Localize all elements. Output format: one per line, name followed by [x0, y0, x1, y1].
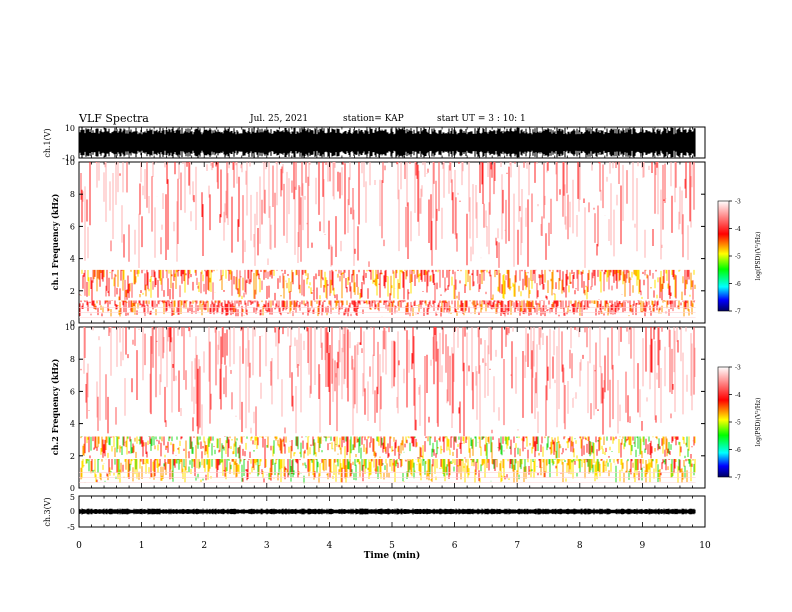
figure-title: VLF Spectra	[79, 112, 149, 125]
ch3-trace	[79, 508, 696, 515]
ch1-freq-label: 2	[70, 287, 75, 296]
ch1-freq-label: 0	[70, 319, 75, 328]
colorbar-tick-label: -7	[735, 309, 741, 316]
colorbar-ch1-label: log(PSD)(V²/Hz)	[755, 232, 762, 281]
ch1-freq-label: 10	[65, 158, 75, 167]
ch2-spec-ylabel: ch.2 Frequency (kHz)	[50, 359, 60, 456]
time-tick-label: 10	[699, 541, 711, 551]
time-axis-ticks: 0 1 2 3 4 5 6 7 8 9 10	[76, 127, 711, 551]
ch1-spec-ylabel: ch.1 Frequency (kHz)	[50, 194, 60, 291]
ch1-freq-ticks: 0 2 4 6 8 10	[65, 158, 705, 328]
time-tick-label: 7	[514, 541, 520, 551]
time-tick-label: 5	[389, 541, 395, 551]
ch1-ytick-bottom: -10	[62, 154, 75, 163]
ch1-freq-label: 6	[70, 222, 75, 231]
ch2-freq-label: 6	[70, 387, 75, 396]
time-tick-label: 9	[640, 541, 646, 551]
station-label: station= KAP	[343, 114, 404, 124]
colorbar-tick-label: -5	[735, 420, 741, 427]
ch1-trace	[79, 127, 696, 158]
ch1-freq-label: 4	[70, 255, 75, 264]
colorbar-ch2-label: log(PSD)(V²/Hz)	[755, 398, 762, 447]
colorbar-tick-label: -6	[735, 281, 741, 288]
ch2-freq-label: 4	[70, 420, 75, 429]
ch3-ylabel: ch.3(V)	[43, 497, 52, 526]
colorbar-tick-label: -6	[735, 447, 741, 454]
time-tick-label: 2	[201, 541, 207, 551]
ch2-freq-label: 0	[70, 484, 75, 493]
colorbar-ch1: -3 -4 -5 -6 -7 log(PSD)(V²/Hz)	[717, 199, 762, 316]
time-tick-label: 8	[577, 541, 583, 551]
time-axis-label: Time (min)	[364, 550, 421, 561]
panel-ch2-spectrogram: 0 2 4 6 8 10 ch.2 Frequency (kHz)	[50, 323, 706, 493]
date-label: Jul. 25, 2021	[250, 114, 309, 124]
ch1-ylabel: ch.1(V)	[43, 128, 52, 157]
ch2-freq-label: 10	[65, 323, 75, 332]
panel-ch3-waveform: 5 0 -5 ch.3(V) 0 1 2 3 4 5 6 7 8 9 10 Time (min)	[43, 127, 711, 561]
start-time-label: start UT = 3 : 10: 1	[437, 114, 526, 124]
ch3-ytick-top: 5	[70, 493, 75, 502]
colorbar-tick-label: -5	[735, 254, 741, 261]
panel-ch1-waveform: 10 -10 ch.1(V)	[43, 124, 706, 163]
panel-ch1-spectrogram: 0 2 4 6 8 10 ch.1 Frequency (kHz)	[50, 158, 706, 328]
colorbar-ch2: -3 -4 -5 -6 -7 log(PSD)(V²/Hz)	[717, 365, 762, 482]
ch2-spectrogram-image	[79, 327, 696, 484]
ch2-freq-ticks: 0 2 4 6 8 10	[65, 323, 705, 493]
ch1-spectrogram-image	[79, 162, 696, 318]
ch3-waveform-line	[79, 508, 696, 515]
time-tick-label: 0	[76, 541, 82, 551]
colorbar-tick-label: -7	[735, 475, 741, 482]
time-tick-label: 6	[452, 541, 458, 551]
time-tick-label: 3	[264, 541, 270, 551]
time-tick-label: 4	[327, 541, 333, 551]
ch3-ytick-mid: 0	[70, 507, 75, 516]
colorbar-tick-label: -4	[735, 392, 741, 399]
ch1-freq-label: 8	[70, 190, 75, 199]
colorbar-tick-label: -3	[735, 365, 741, 372]
colorbar-tick-label: -4	[735, 226, 741, 233]
ch2-freq-label: 8	[70, 355, 75, 364]
ch1-waveform-line	[79, 127, 696, 158]
ch3-ytick-bottom: -5	[67, 523, 75, 532]
colorbar-tick-label: -3	[735, 199, 741, 206]
ch2-freq-label: 2	[70, 452, 75, 461]
ch1-ytick-top: 10	[65, 124, 75, 133]
time-tick-label: 1	[139, 541, 145, 551]
